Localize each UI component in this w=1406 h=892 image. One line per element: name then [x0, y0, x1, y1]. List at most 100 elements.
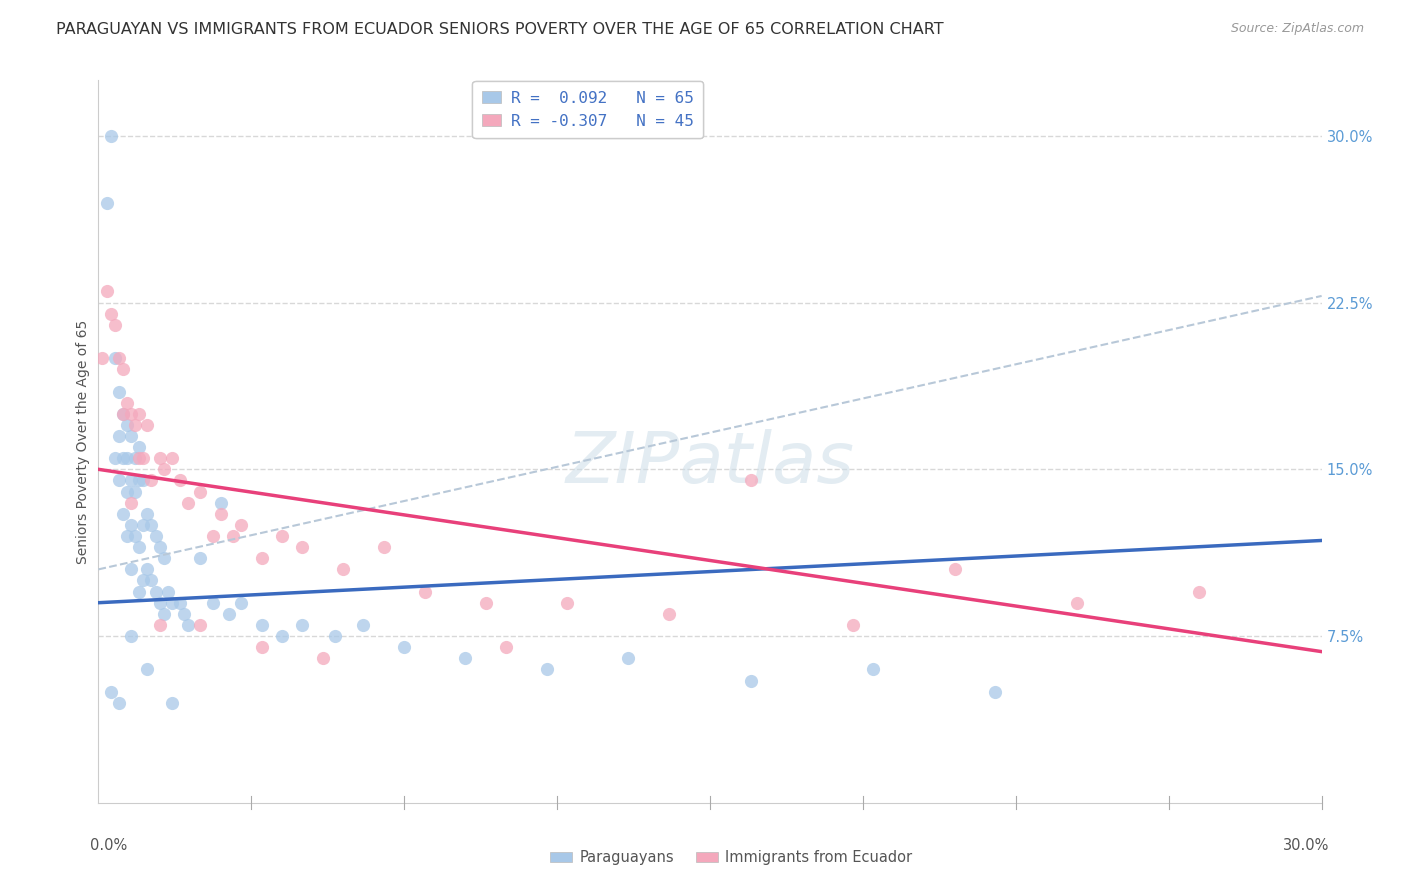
Point [177, 496, 200, 510]
Point [373, 540, 395, 554]
Point [111, 407, 134, 421]
Point [474, 596, 498, 610]
Point [862, 662, 884, 676]
Point [128, 451, 150, 466]
Point [132, 574, 155, 588]
Point [149, 451, 172, 466]
Point [108, 429, 131, 443]
Point [943, 562, 966, 576]
Point [104, 318, 127, 332]
Point [222, 529, 245, 543]
Point [231, 517, 253, 532]
Point [188, 618, 212, 632]
Point [108, 384, 131, 399]
Point [136, 662, 159, 676]
Point [169, 596, 191, 610]
Point [104, 451, 127, 466]
Point [291, 540, 314, 554]
Text: PARAGUAYAN VS IMMIGRANTS FROM ECUADOR SENIORS POVERTY OVER THE AGE OF 65 CORRELA: PARAGUAYAN VS IMMIGRANTS FROM ECUADOR SE… [56, 22, 943, 37]
Point [136, 562, 159, 576]
Point [120, 407, 142, 421]
Point [115, 451, 138, 466]
Point [658, 607, 681, 621]
Point [160, 696, 183, 710]
Point [392, 640, 416, 655]
Point [120, 429, 142, 443]
Point [111, 407, 134, 421]
Point [152, 551, 174, 566]
Point [120, 474, 142, 488]
Point [120, 496, 142, 510]
Point [312, 651, 335, 665]
Point [495, 640, 517, 655]
Point [740, 474, 762, 488]
Point [270, 629, 294, 643]
Point [128, 584, 150, 599]
Point [100, 128, 122, 143]
Text: Source: ZipAtlas.com: Source: ZipAtlas.com [1230, 22, 1364, 36]
Point [177, 618, 200, 632]
Point [96, 285, 118, 299]
Point [169, 474, 191, 488]
Point [555, 596, 579, 610]
Point [740, 673, 762, 688]
Legend: R =  0.092   N = 65, R = -0.307   N = 45: R = 0.092 N = 65, R = -0.307 N = 45 [472, 81, 703, 138]
Point [152, 607, 174, 621]
Point [145, 529, 167, 543]
Point [270, 529, 294, 543]
Point [984, 684, 1007, 698]
Point [124, 417, 146, 432]
Point [132, 474, 155, 488]
Point [124, 529, 146, 543]
Point [115, 395, 138, 409]
Point [111, 451, 134, 466]
Point [149, 540, 172, 554]
Point [1066, 596, 1088, 610]
Point [218, 607, 240, 621]
Point [108, 696, 131, 710]
Point [124, 484, 146, 499]
Point [91, 351, 114, 366]
Point [141, 574, 163, 588]
Point [201, 529, 224, 543]
Point [231, 596, 253, 610]
Point [145, 584, 167, 599]
Point [617, 651, 640, 665]
Point [100, 307, 122, 321]
Point [141, 517, 163, 532]
Text: 0.0%: 0.0% [90, 838, 128, 854]
Point [115, 529, 138, 543]
Point [201, 596, 224, 610]
Point [120, 562, 142, 576]
Point [120, 517, 142, 532]
Point [188, 484, 212, 499]
Point [132, 451, 155, 466]
Point [128, 440, 150, 454]
Point [128, 474, 150, 488]
Point [111, 507, 134, 521]
Point [209, 496, 232, 510]
Point [96, 195, 118, 210]
Point [413, 584, 436, 599]
Point [152, 462, 174, 476]
Text: ZIPatlas: ZIPatlas [565, 429, 855, 498]
Point [115, 417, 138, 432]
Point [454, 651, 477, 665]
Point [156, 584, 179, 599]
Point [332, 562, 354, 576]
Point [291, 618, 314, 632]
Point [141, 474, 163, 488]
Point [108, 351, 131, 366]
Point [188, 551, 212, 566]
Legend: Paraguayans, Immigrants from Ecuador: Paraguayans, Immigrants from Ecuador [544, 845, 918, 871]
Y-axis label: Seniors Poverty Over the Age of 65: Seniors Poverty Over the Age of 65 [76, 319, 90, 564]
Point [124, 451, 146, 466]
Point [104, 351, 127, 366]
Point [536, 662, 558, 676]
Point [128, 407, 150, 421]
Point [160, 596, 183, 610]
Point [1188, 584, 1211, 599]
Point [173, 607, 195, 621]
Text: 30.0%: 30.0% [1284, 838, 1330, 854]
Point [250, 640, 273, 655]
